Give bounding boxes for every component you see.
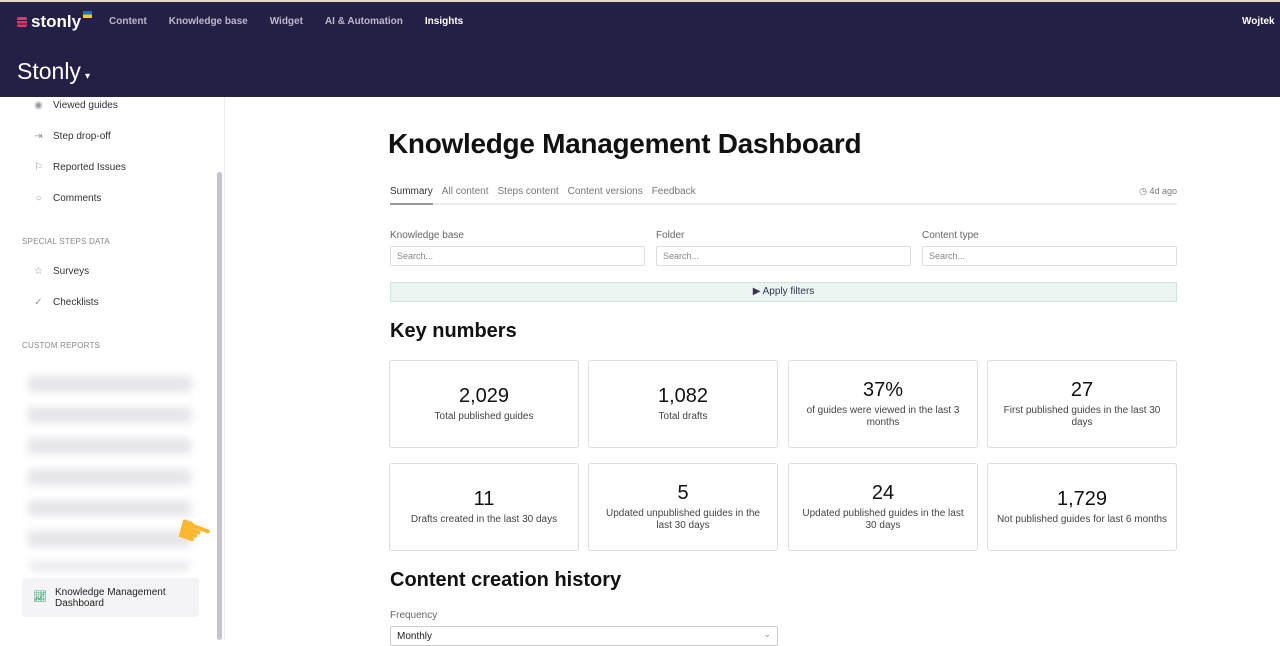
metric-label: Total drafts — [658, 411, 708, 422]
sidebar: ◉ Viewed guides ⇥ Step drop-off ⚐ Reported … — [0, 97, 225, 640]
sidebar-item-label: Checklists — [53, 297, 99, 308]
top-bar: stonly Content Knowledge base Widget AI … — [0, 0, 1280, 97]
tab-feedback[interactable]: Feedback — [651, 186, 696, 197]
metric-label: First published guides in the last 30 da… — [1003, 405, 1161, 428]
sidebar-item-surveys[interactable]: ☆ Surveys — [33, 266, 89, 277]
sidebar-scrollbar[interactable] — [217, 172, 222, 640]
stonly-logo[interactable]: stonly — [17, 12, 81, 32]
filter-label-content-type: Content type — [922, 230, 979, 241]
nav-knowledge-base[interactable]: Knowledge base — [168, 16, 248, 27]
metric-card: 24 Updated published guides in the last 3… — [788, 463, 978, 551]
metric-card: 2,029 Total published guides — [389, 360, 579, 448]
nav-insights[interactable]: Insights — [424, 16, 464, 27]
filter-label-folder: Folder — [656, 230, 685, 241]
section-special-steps: SPECIAL STEPS DATA — [22, 237, 110, 246]
play-icon: ▶ — [752, 286, 763, 297]
metric-label: Total published guides — [434, 411, 534, 422]
tab-content-versions[interactable]: Content versions — [567, 186, 643, 197]
chart-trend-icon: 📈︎ — [33, 591, 47, 603]
comment-icon: ○ — [35, 193, 42, 204]
sidebar-item-step-drop-off[interactable]: ⇥ Step drop-off — [33, 131, 111, 142]
metric-label: Updated unpublished guides in the last 3… — [605, 508, 760, 531]
nav-ai-automation[interactable]: AI & Automation — [324, 16, 403, 27]
nav-widget[interactable]: Widget — [269, 16, 303, 27]
exit-icon: ⇥ — [34, 131, 43, 142]
last-updated-text: 4d ago — [1149, 186, 1177, 196]
main-nav: Content Knowledge base Widget AI & Autom… — [109, 16, 463, 27]
star-icon: ☆ — [34, 266, 43, 277]
metric-card: 27 First published guides in the last 30 … — [987, 360, 1177, 448]
sidebar-item-label: Viewed guides — [53, 100, 118, 111]
sidebar-item-label: Comments — [53, 193, 102, 204]
workspace-selector[interactable]: Stonly ▾ — [17, 58, 90, 85]
sidebar-item-checklists[interactable]: ✓ Checklists — [33, 297, 99, 308]
frequency-label: Frequency — [390, 610, 438, 621]
metric-value: 27 — [1070, 379, 1094, 401]
blurred-custom-reports — [28, 370, 191, 570]
page-title: Knowledge Management Dashboard — [388, 128, 862, 159]
caret-down-icon: ▾ — [84, 71, 90, 82]
metric-value: 1,729 — [1056, 488, 1108, 510]
clock-icon: ◷ — [1139, 186, 1150, 196]
sidebar-item-label: Step drop-off — [53, 131, 111, 142]
filter-label-knowledge-base: Knowledge base — [390, 230, 464, 241]
ukraine-flag-icon — [83, 11, 92, 18]
frequency-select[interactable]: Monthly ⌄ — [390, 626, 778, 646]
last-updated: ◷ 4d ago — [1139, 186, 1177, 197]
metric-label: Updated published guides in the last 30 … — [802, 508, 964, 531]
eye-icon: ◉ — [34, 100, 43, 111]
metric-value: 2,029 — [458, 385, 510, 407]
metric-value: 5 — [677, 482, 689, 504]
folder-filter-input[interactable]: Search... — [656, 246, 911, 266]
flag-icon: ⚐ — [34, 162, 43, 173]
metric-card: 1,082 Total drafts — [588, 360, 778, 448]
sidebar-item-label: Surveys — [53, 266, 90, 277]
knowledge-base-filter-input[interactable]: Search... — [390, 246, 645, 266]
metric-card: 5 Updated unpublished guides in the last … — [588, 463, 778, 551]
logo-mark-icon — [17, 17, 27, 27]
metric-label: Not published guides for last 6 months — [996, 514, 1168, 525]
metric-card: 1,729 Not published guides for last 6 mon… — [987, 463, 1177, 551]
sidebar-item-label: Reported Issues — [53, 162, 126, 173]
metric-label: Drafts created in the last 30 days — [410, 514, 558, 525]
metric-value: 11 — [473, 488, 495, 510]
check-circle-icon: ✓ — [34, 297, 43, 308]
key-numbers-heading: Key numbers — [390, 320, 517, 342]
nav-content[interactable]: Content — [109, 16, 147, 27]
sidebar-item-reported-issues[interactable]: ⚐ Reported Issues — [33, 162, 126, 173]
frequency-value: Monthly — [397, 631, 433, 642]
content-history-heading: Content creation history — [390, 569, 622, 591]
tab-steps-content[interactable]: Steps content — [497, 186, 559, 197]
tab-all-content[interactable]: All content — [441, 186, 489, 197]
sidebar-item-knowledge-management-dashboard[interactable]: 📈︎ Knowledge Management Dashboard — [22, 578, 199, 617]
metric-card: 37% of guides were viewed in the last 3 m… — [788, 360, 978, 448]
chevron-down-icon: ⌄ — [763, 629, 771, 639]
content-type-filter-input[interactable]: Search... — [922, 246, 1177, 266]
tab-summary[interactable]: Summary — [390, 186, 433, 205]
metric-value: 37% — [862, 379, 904, 401]
workspace-name: Stonly — [17, 58, 81, 84]
sidebar-item-comments[interactable]: ○ Comments — [33, 193, 101, 204]
metric-value: 1,082 — [657, 385, 709, 407]
logo-text: stonly — [31, 12, 82, 31]
metric-card: 11 Drafts created in the last 30 days — [389, 463, 579, 551]
sidebar-item-viewed-guides[interactable]: ◉ Viewed guides — [33, 100, 118, 111]
user-menu[interactable]: Wojtek — [1242, 16, 1275, 27]
section-custom-reports: CUSTOM REPORTS — [22, 341, 101, 350]
apply-filters-button[interactable]: ▶ Apply filters — [390, 282, 1177, 302]
apply-filters-label: Apply filters — [762, 286, 815, 297]
metric-value: 24 — [871, 482, 895, 504]
sidebar-item-label: Knowledge Management Dashboard — [54, 586, 166, 609]
metric-label: of guides were viewed in the last 3 mont… — [806, 405, 960, 428]
tabs: Summary All content Steps content Conten… — [390, 186, 1177, 205]
